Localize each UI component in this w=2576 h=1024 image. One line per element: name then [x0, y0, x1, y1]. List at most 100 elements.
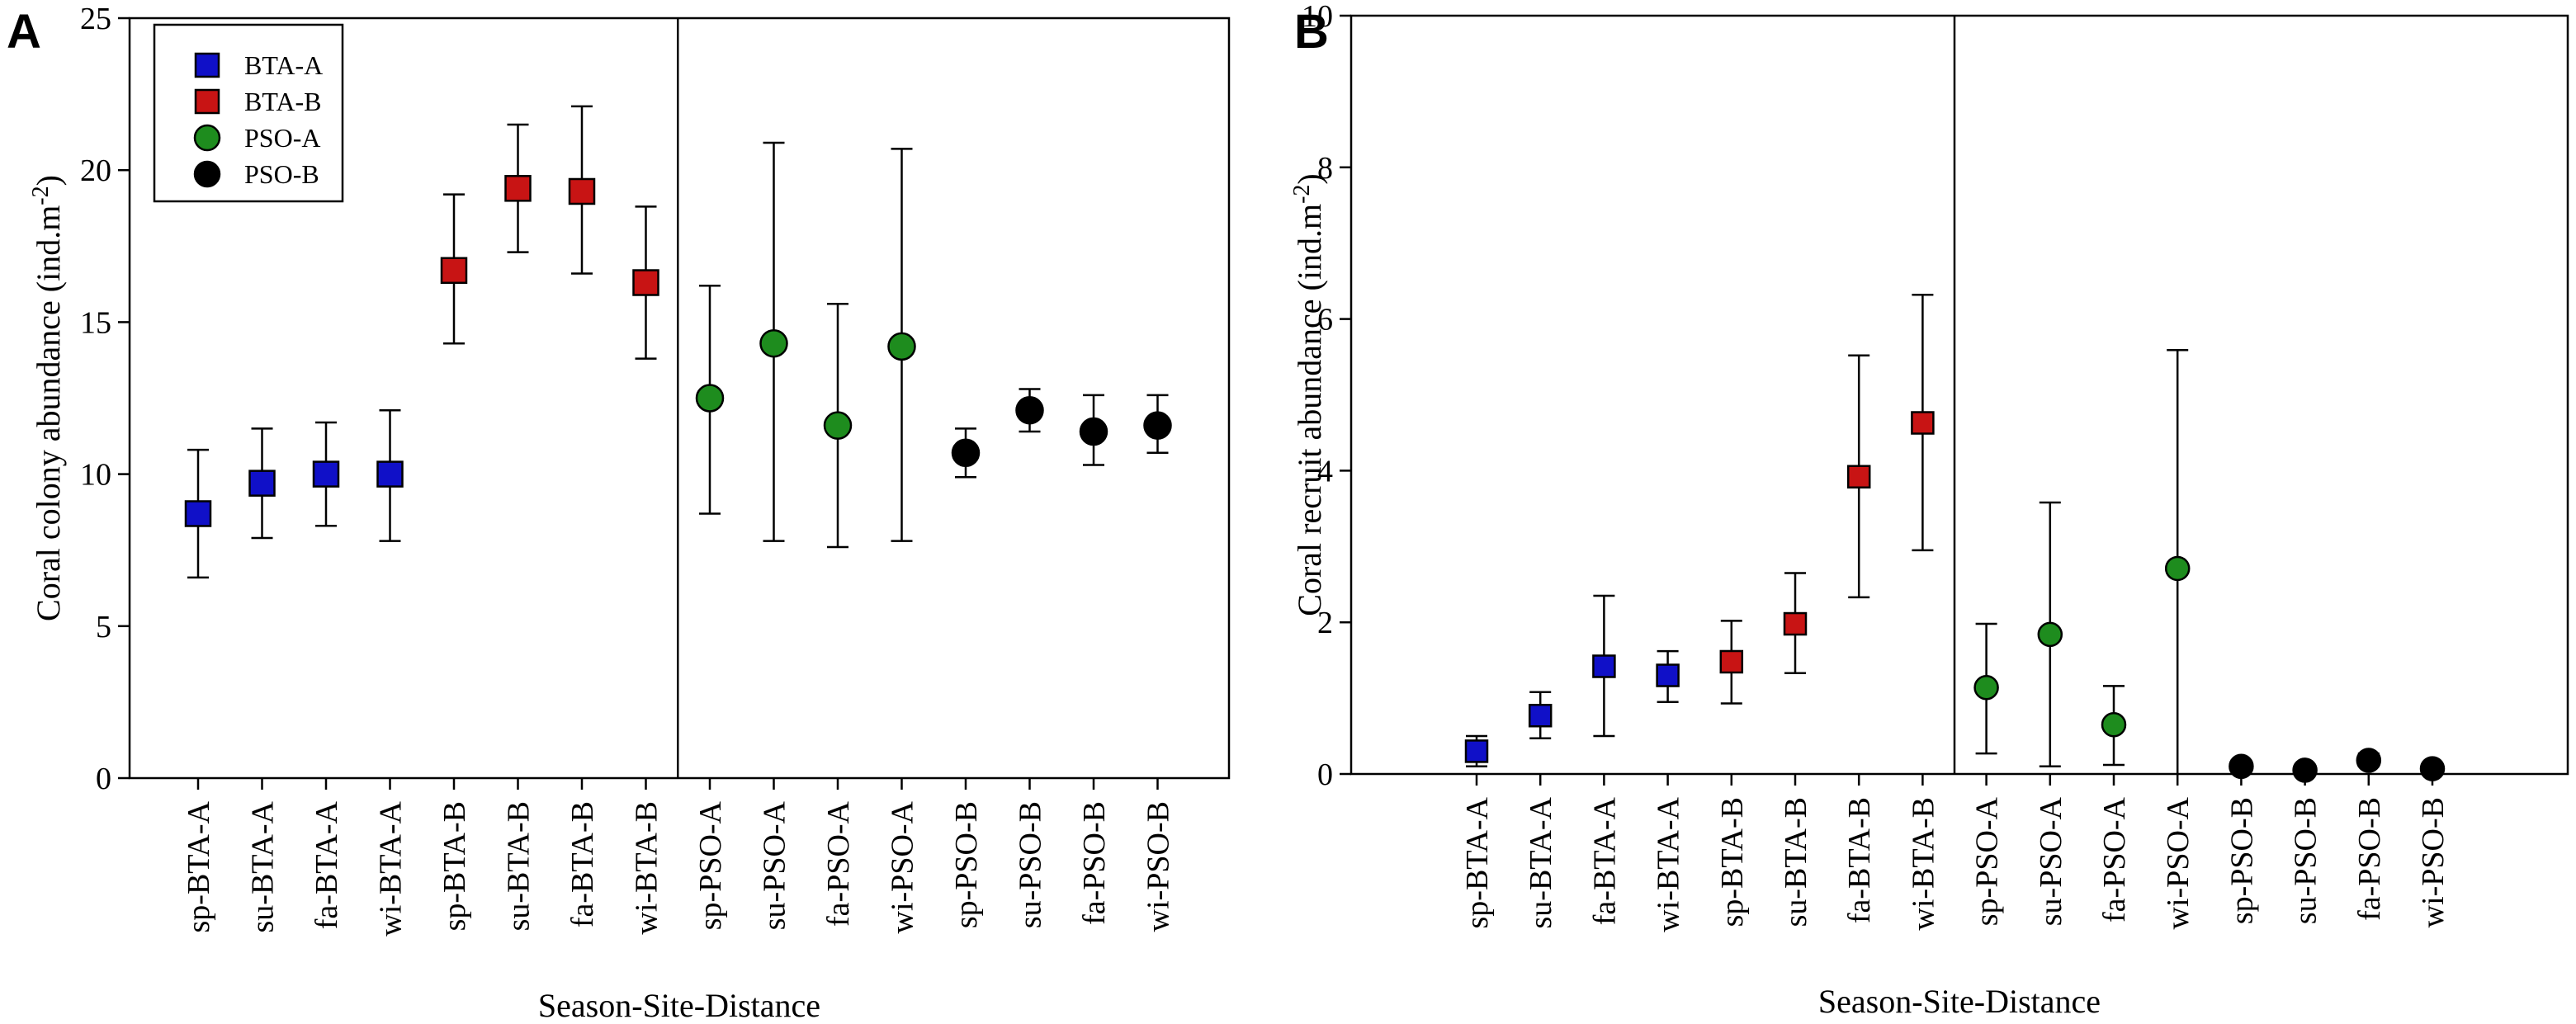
x-category-label: sp-PSO-B [2224, 797, 2259, 924]
data-point-bta-b [568, 177, 596, 205]
y-axis-label-sup: -2 [1289, 185, 1315, 204]
x-category-label: wi-BTA-A [1652, 796, 1686, 932]
x-category-label: fa-BTA-B [1842, 797, 1877, 923]
x-category-label: fa-PSO-A [2097, 796, 2132, 923]
data-point-bta-a [1464, 739, 1489, 763]
y-tick-label: 15 [80, 305, 111, 340]
data-point-pso-a [823, 411, 853, 440]
data-point-pso-a [2164, 555, 2191, 582]
data-point-pso-a [759, 328, 788, 358]
x-category-label: su-BTA-B [502, 801, 536, 931]
x-category-label: wi-PSO-A [2161, 796, 2196, 929]
y-tick-label: 5 [96, 610, 111, 644]
x-category-label: wi-PSO-A [886, 800, 920, 933]
legend-label: PSO-B [244, 159, 319, 189]
x-axis-label: Season-Site-Distance [538, 987, 820, 1024]
y-tick-label: 8 [1317, 151, 1333, 186]
legend-marker [193, 124, 221, 152]
data-point-bta-a [1528, 703, 1553, 728]
y-axis-label: Coral recruit abundance (ind.m-2) [1289, 173, 1328, 616]
panel-a: A 0 5 10 15 20 25 sp-BTA-A su-BTA-A fa-BTA-A wi-BT… [7, 2, 1231, 1024]
data-point-pso-b [1079, 417, 1108, 446]
x-category-label: sp-BTA-B [437, 801, 472, 931]
legend-marker [194, 88, 220, 115]
x-category-label: sp-BTA-A [182, 800, 216, 932]
data-point-pso-a [1973, 674, 1999, 701]
data-point-bta-b [1911, 411, 1935, 435]
x-category-label: fa-PSO-A [821, 800, 856, 927]
data-point-bta-b [1719, 649, 1744, 674]
x-category-label: sp-BTA-A [1460, 796, 1495, 928]
legend-label: BTA-A [244, 50, 323, 80]
x-category-label: fa-BTA-A [1587, 796, 1622, 925]
x-category-label: sp-BTA-B [1715, 797, 1750, 927]
x-category-label: fa-PSO-B [1077, 801, 1112, 925]
x-category-label: fa-BTA-A [310, 800, 344, 929]
legend-label: BTA-B [244, 87, 321, 116]
plot-frame [128, 17, 1231, 780]
y-tick-label: 10 [1302, 0, 1333, 34]
y-tick-label: 2 [1317, 606, 1333, 640]
x-category-label: wi-BTA-B [1906, 797, 1940, 931]
panel-label: A [7, 5, 41, 59]
x-category-label: wi-BTA-B [630, 801, 664, 935]
data-point-bta-a [312, 460, 340, 488]
x-category-label: wi-PSO-B [2416, 797, 2451, 927]
y-axis-label: Coral colony abundance (ind.m-2) [28, 175, 67, 621]
x-category-label: su-BTA-A [246, 800, 281, 932]
data-point-bta-a [1656, 663, 1680, 687]
y-tick-label: 0 [1317, 757, 1333, 792]
x-category-label: su-PSO-B [2289, 797, 2323, 924]
plot-frame [1349, 14, 2569, 776]
legend: BTA-A BTA-B PSO-A PSO-B [153, 23, 344, 203]
x-category-label: sp-PSO-B [949, 801, 984, 928]
data-point-bta-b [1846, 465, 1871, 489]
x-category-label: sp-PSO-A [1970, 796, 2005, 926]
legend-label: PSO-A [244, 123, 320, 153]
data-point-pso-b [951, 438, 981, 468]
data-point-bta-a [248, 470, 276, 497]
x-category-label: sp-PSO-A [693, 800, 728, 930]
data-point-bta-b [440, 257, 468, 285]
x-category-label: fa-PSO-B [2352, 797, 2387, 921]
y-axis-label-tail: ) [30, 175, 67, 186]
data-point-bta-b [1783, 611, 1808, 636]
panel-b: B 0 2 4 6 8 10 sp-BTA-A su-BTA-A fa-BTA-A wi-BTA-A… [1289, 0, 2569, 1020]
y-tick-label: 0 [96, 762, 111, 796]
x-category-label: su-PSO-A [758, 800, 792, 930]
x-category-label: su-PSO-B [1014, 801, 1048, 928]
data-point-pso-a [2037, 621, 2063, 648]
y-tick-label: 25 [80, 2, 111, 36]
y-axis-label-main: Coral colony abundance (ind.m [30, 205, 67, 621]
y-tick-label: 20 [80, 153, 111, 188]
x-category-label: wi-PSO-B [1141, 801, 1176, 932]
legend-marker [194, 52, 220, 78]
x-category-label: su-BTA-B [1779, 797, 1813, 927]
data-point-pso-b [2356, 748, 2382, 773]
x-category-label: wi-BTA-A [374, 800, 409, 936]
data-point-pso-b [2229, 753, 2254, 780]
y-tick-label: 10 [80, 458, 111, 493]
y-tick-label: 6 [1317, 303, 1333, 337]
x-category-label: su-BTA-A [1524, 796, 1558, 928]
data-point-pso-b [1015, 395, 1044, 425]
x-category-label: su-PSO-A [2034, 796, 2068, 926]
data-point-bta-b [504, 175, 532, 202]
x-category-label: fa-BTA-B [565, 801, 600, 927]
legend-box [153, 23, 344, 203]
x-axis-label: Season-Site-Distance [1818, 983, 2101, 1020]
data-point-pso-b [2419, 756, 2446, 781]
data-point-bta-b [632, 269, 659, 296]
y-tick-label: 4 [1317, 454, 1333, 488]
data-point-pso-b [1143, 411, 1172, 440]
data-point-pso-a [887, 332, 916, 361]
data-point-bta-a [1592, 654, 1616, 678]
y-axis-label-sup: -2 [28, 186, 54, 205]
y-axis-label-main: Coral recruit abundance (ind.m [1291, 204, 1328, 616]
data-point-bta-a [376, 460, 404, 488]
panel-label: B [1294, 5, 1329, 59]
legend-marker [193, 160, 221, 188]
data-point-pso-a [695, 384, 725, 413]
data-point-pso-a [2101, 712, 2127, 738]
